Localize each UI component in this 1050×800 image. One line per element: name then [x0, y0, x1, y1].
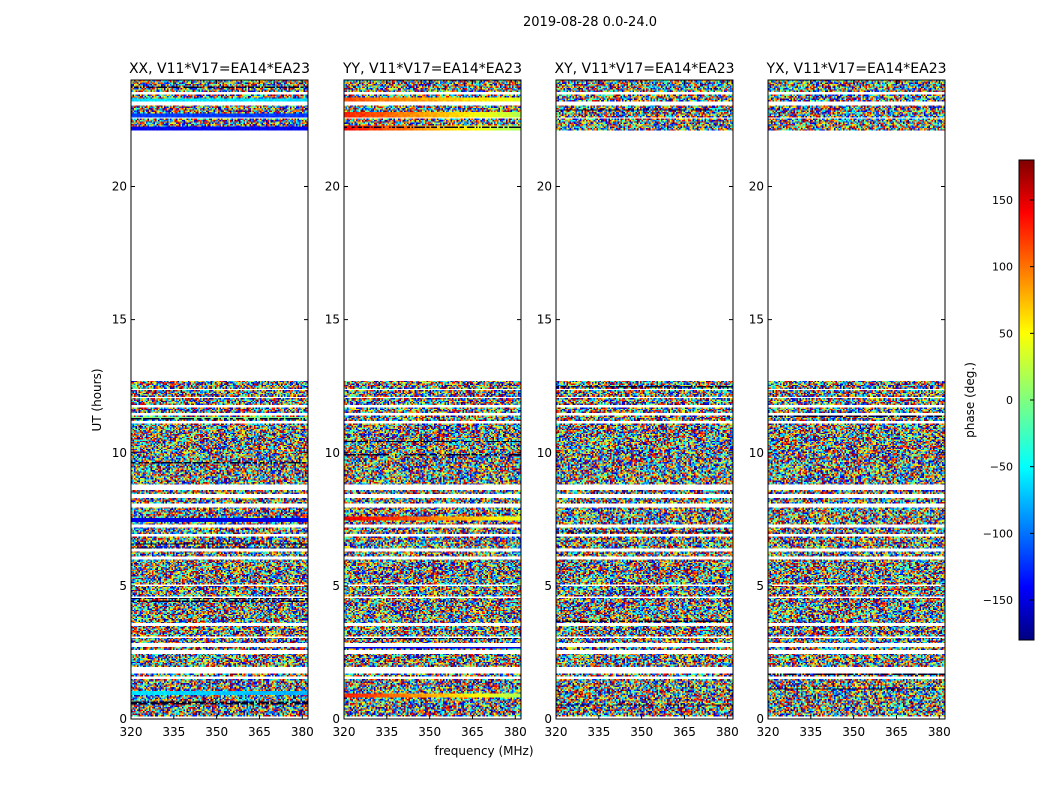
y-tick-label: 20 [749, 180, 764, 194]
panel-frame [130, 79, 309, 720]
y-tick-label: 0 [544, 712, 552, 726]
x-tick-label: 320 [120, 725, 143, 739]
panel-title: YY, V11*V17=EA14*EA23 [342, 61, 522, 77]
y-tick-label: 10 [749, 446, 764, 460]
panel-yx: YX, V11*V17=EA14*EA23 320 335 350 365 380 0 5 10… [749, 61, 951, 739]
y-tick-label: 5 [332, 579, 340, 593]
x-tick-label: 335 [799, 725, 822, 739]
y-tick-label: 10 [112, 446, 127, 460]
y-tick-label: 5 [756, 579, 764, 593]
heatmap-image [768, 80, 945, 719]
x-axis-label: frequency (MHz) [434, 744, 533, 758]
colorbar-tick-label: −150 [983, 594, 1013, 607]
y-tick-label: 10 [537, 446, 552, 460]
panel-frame [555, 79, 734, 720]
panel-title: XX, V11*V17=EA14*EA23 [129, 61, 310, 77]
y-tick-label: 5 [119, 579, 127, 593]
colorbar-tick-label: −100 [983, 527, 1013, 540]
y-tick-label: 0 [332, 712, 340, 726]
heatmap-image [131, 80, 308, 719]
x-tick-label: 380 [716, 725, 739, 739]
x-tick-label: 320 [545, 725, 568, 739]
y-tick-label: 15 [537, 313, 552, 327]
panel-frame [767, 79, 946, 720]
colorbar-tick-label: 50 [999, 327, 1013, 340]
panel-title: YX, V11*V17=EA14*EA23 [765, 61, 946, 77]
y-tick-label: 15 [112, 313, 127, 327]
panel-frame [343, 79, 522, 720]
panel-xx: XX, V11*V17=EA14*EA23 320 335 350 365 380 0 5 10… [112, 61, 314, 739]
x-tick-label: 335 [162, 725, 185, 739]
y-tick-label: 10 [325, 446, 340, 460]
x-tick-label: 350 [418, 725, 441, 739]
x-tick-label: 365 [461, 725, 484, 739]
y-tick-label: 20 [325, 180, 340, 194]
y-tick-label: 20 [537, 180, 552, 194]
colorbar-label: phase (deg.) [963, 362, 977, 438]
colorbar-tick-label: 150 [992, 194, 1013, 207]
y-tick-label: 15 [325, 313, 340, 327]
panel-title: XY, V11*V17=EA14*EA23 [554, 61, 734, 77]
colorbar-tick-label: 100 [992, 261, 1013, 274]
panel-xy: XY, V11*V17=EA14*EA23 320 335 350 365 380 0 5 10… [537, 61, 739, 739]
x-tick-label: 365 [885, 725, 908, 739]
x-tick-label: 365 [673, 725, 696, 739]
x-tick-label: 350 [842, 725, 865, 739]
x-tick-label: 380 [291, 725, 314, 739]
y-axis-label: UT (hours) [90, 368, 104, 431]
x-tick-label: 335 [587, 725, 610, 739]
colorbar: −150 −100 −50 0 50 100 150 [983, 159, 1035, 641]
x-tick-label: 380 [928, 725, 951, 739]
heatmap-image [556, 80, 733, 719]
y-tick-label: 5 [544, 579, 552, 593]
x-tick-label: 365 [248, 725, 271, 739]
x-tick-label: 335 [375, 725, 398, 739]
x-tick-label: 350 [630, 725, 653, 739]
colorbar-tick-label: −50 [990, 461, 1013, 474]
x-tick-label: 380 [504, 725, 527, 739]
x-tick-label: 320 [757, 725, 780, 739]
colorbar-tick-label: 0 [1006, 394, 1013, 407]
y-tick-label: 0 [119, 712, 127, 726]
x-tick-label: 350 [205, 725, 228, 739]
x-tick-label: 320 [333, 725, 356, 739]
panel-yy: YY, V11*V17=EA14*EA23 320 335 350 365 380 0 5 10… [325, 61, 527, 739]
figure-suptitle: 2019-08-28 0.0-24.0 [523, 15, 657, 30]
y-tick-label: 0 [756, 712, 764, 726]
panels-group: XX, V11*V17=EA14*EA23 320 335 350 365 380 0 5 10… [112, 61, 951, 739]
heatmap-image [344, 80, 521, 719]
y-tick-label: 15 [749, 313, 764, 327]
y-tick-label: 20 [112, 180, 127, 194]
